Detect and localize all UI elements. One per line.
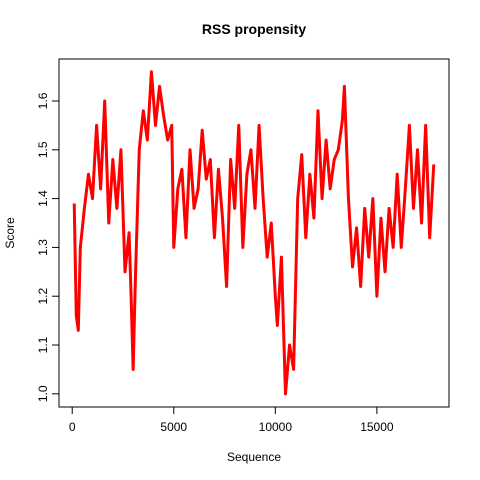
x-tick-label: 15000 [360,420,394,434]
y-tick-label: 1.0 [36,385,50,402]
y-tick-label: 1.1 [36,336,50,353]
y-tick-label: 1.3 [36,239,50,256]
x-axis-label: Sequence [227,450,281,464]
x-tick-label: 10000 [259,420,293,434]
plot-box [58,58,450,408]
y-axis-label: Score [3,217,17,249]
data-line [72,70,436,396]
chart-title: RSS propensity [202,21,306,37]
y-tick-label: 1.5 [36,141,50,158]
x-tick-label: 5000 [160,420,187,434]
y-tick-label: 1.2 [36,288,50,305]
y-tick-label: 1.4 [36,190,50,207]
y-tick-label: 1.6 [36,92,50,109]
x-tick-label: 0 [69,420,76,434]
